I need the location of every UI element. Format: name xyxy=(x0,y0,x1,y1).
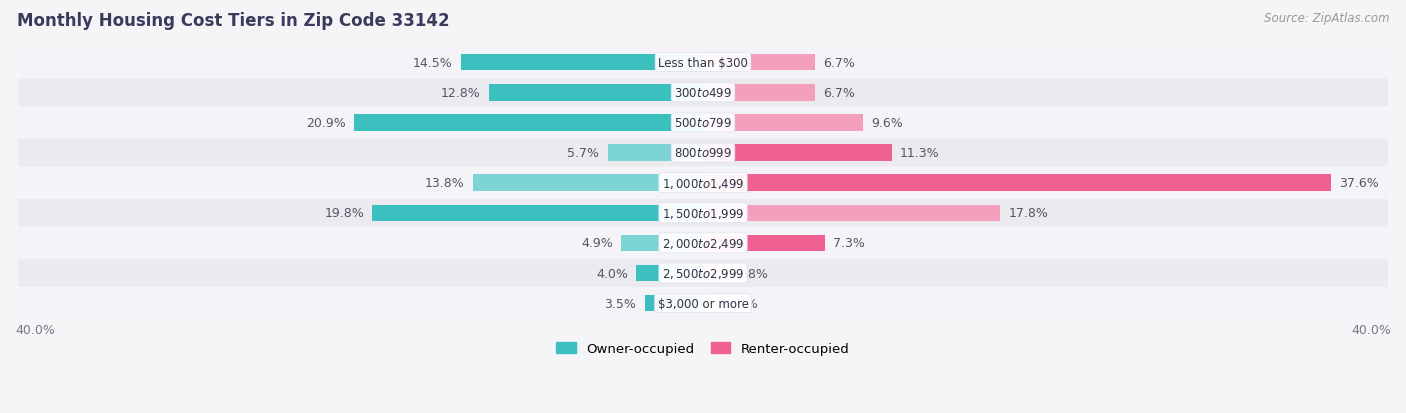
FancyBboxPatch shape xyxy=(18,109,1388,137)
Bar xyxy=(703,235,825,252)
FancyBboxPatch shape xyxy=(18,49,1388,77)
Bar xyxy=(703,115,863,131)
Bar xyxy=(354,115,703,131)
Text: 6.7%: 6.7% xyxy=(824,87,855,100)
Text: 20.9%: 20.9% xyxy=(307,116,346,130)
Text: 9.6%: 9.6% xyxy=(872,116,904,130)
FancyBboxPatch shape xyxy=(18,139,1388,167)
Text: 0.98%: 0.98% xyxy=(728,267,768,280)
Bar xyxy=(703,265,720,282)
Bar xyxy=(472,175,703,192)
Text: $300 to $499: $300 to $499 xyxy=(673,87,733,100)
Text: 6.7%: 6.7% xyxy=(824,57,855,69)
Text: $1,000 to $1,499: $1,000 to $1,499 xyxy=(662,176,744,190)
Bar xyxy=(703,55,815,71)
Text: 0.42%: 0.42% xyxy=(718,297,758,310)
Bar xyxy=(703,175,1331,192)
Legend: Owner-occupied, Renter-occupied: Owner-occupied, Renter-occupied xyxy=(551,337,855,361)
Text: Monthly Housing Cost Tiers in Zip Code 33142: Monthly Housing Cost Tiers in Zip Code 3… xyxy=(17,12,450,30)
Bar xyxy=(607,145,703,161)
Text: Source: ZipAtlas.com: Source: ZipAtlas.com xyxy=(1264,12,1389,25)
FancyBboxPatch shape xyxy=(18,230,1388,257)
Text: Less than $300: Less than $300 xyxy=(658,57,748,69)
Bar xyxy=(703,295,710,312)
Text: 13.8%: 13.8% xyxy=(425,177,464,190)
Text: 7.3%: 7.3% xyxy=(834,237,865,250)
Text: $800 to $999: $800 to $999 xyxy=(673,147,733,160)
Text: 5.7%: 5.7% xyxy=(568,147,599,160)
Text: 3.5%: 3.5% xyxy=(605,297,636,310)
Bar xyxy=(621,235,703,252)
Bar xyxy=(703,205,1000,221)
Text: 37.6%: 37.6% xyxy=(1340,177,1379,190)
Text: 12.8%: 12.8% xyxy=(441,87,481,100)
Text: 14.5%: 14.5% xyxy=(413,57,453,69)
Bar xyxy=(644,295,703,312)
Bar xyxy=(373,205,703,221)
Text: $1,500 to $1,999: $1,500 to $1,999 xyxy=(662,206,744,220)
Text: $2,500 to $2,999: $2,500 to $2,999 xyxy=(662,266,744,280)
FancyBboxPatch shape xyxy=(18,199,1388,227)
FancyBboxPatch shape xyxy=(18,79,1388,107)
FancyBboxPatch shape xyxy=(18,290,1388,317)
Text: 17.8%: 17.8% xyxy=(1008,207,1049,220)
Text: 19.8%: 19.8% xyxy=(325,207,364,220)
Text: 4.0%: 4.0% xyxy=(596,267,628,280)
Text: $3,000 or more: $3,000 or more xyxy=(658,297,748,310)
Text: $2,000 to $2,499: $2,000 to $2,499 xyxy=(662,236,744,250)
Text: 11.3%: 11.3% xyxy=(900,147,939,160)
Bar xyxy=(703,145,891,161)
FancyBboxPatch shape xyxy=(18,259,1388,287)
Bar xyxy=(461,55,703,71)
Bar xyxy=(636,265,703,282)
FancyBboxPatch shape xyxy=(18,169,1388,197)
Text: 4.9%: 4.9% xyxy=(581,237,613,250)
Text: $500 to $799: $500 to $799 xyxy=(673,116,733,130)
Bar xyxy=(703,85,815,101)
Bar xyxy=(489,85,703,101)
